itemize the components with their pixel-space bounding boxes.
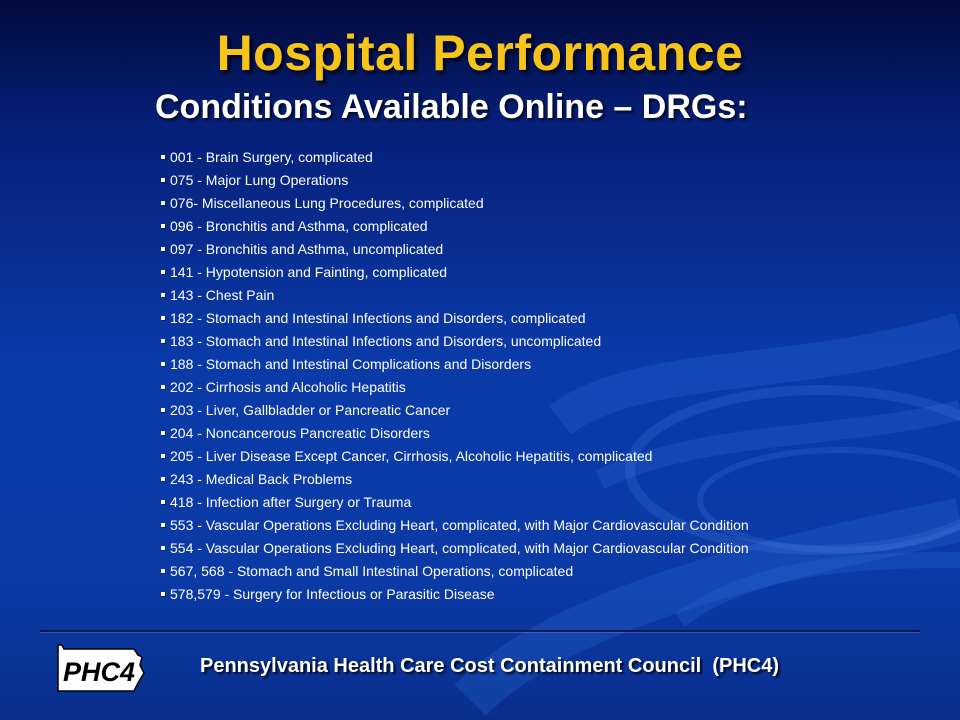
list-item: 205 - Liver Disease Except Cancer, Cirrh… xyxy=(160,446,900,469)
bullet-icon xyxy=(161,408,165,412)
list-item: 001 - Brain Surgery, complicated xyxy=(160,147,900,170)
list-item-text: 418 - Infection after Surgery or Trauma xyxy=(170,494,412,510)
list-item: 553 - Vascular Operations Excluding Hear… xyxy=(160,515,900,538)
list-item: 188 - Stomach and Intestinal Complicatio… xyxy=(160,354,900,377)
list-item-text: 203 - Liver, Gallbladder or Pancreatic C… xyxy=(170,402,451,418)
bullet-icon xyxy=(161,569,165,573)
list-item-text: 183 - Stomach and Intestinal Infections … xyxy=(170,333,602,349)
list-item: 097 - Bronchitis and Asthma, uncomplicat… xyxy=(160,239,900,262)
list-item: 096 - Bronchitis and Asthma, complicated xyxy=(160,216,900,239)
bullet-icon xyxy=(161,546,165,550)
phc4-logo: PHC4 xyxy=(57,644,145,692)
list-item-text: 096 - Bronchitis and Asthma, complicated xyxy=(170,218,428,234)
list-item-text: 553 - Vascular Operations Excluding Hear… xyxy=(170,517,749,533)
footer-divider xyxy=(40,630,920,632)
bullet-icon xyxy=(161,454,165,458)
slide-title: Hospital Performance xyxy=(216,25,744,81)
bullet-icon xyxy=(161,385,165,389)
bullet-icon xyxy=(161,523,165,527)
organization-name: Pennsylvania Health Care Cost Containmen… xyxy=(200,655,779,677)
bullet-icon xyxy=(161,155,165,159)
list-item-text: 097 - Bronchitis and Asthma, uncomplicat… xyxy=(170,241,444,257)
list-item-text: 141 - Hypotension and Fainting, complica… xyxy=(170,264,448,280)
list-item: 075 - Major Lung Operations xyxy=(160,170,900,193)
list-item: 183 - Stomach and Intestinal Infections … xyxy=(160,331,900,354)
list-item: 418 - Infection after Surgery or Trauma xyxy=(160,492,900,515)
slide-subtitle: Conditions Available Online – DRGs: xyxy=(155,88,748,126)
list-item-text: 243 - Medical Back Problems xyxy=(170,471,353,487)
list-item-text: 554 - Vascular Operations Excluding Hear… xyxy=(170,540,749,556)
bullet-icon xyxy=(161,362,165,366)
bullet-icon xyxy=(161,477,165,481)
list-item-text: 188 - Stomach and Intestinal Complicatio… xyxy=(170,356,532,372)
list-item-text: 567, 568 - Stomach and Small Intestinal … xyxy=(170,563,574,579)
list-item: 202 - Cirrhosis and Alcoholic Hepatitis xyxy=(160,377,900,400)
list-item: 182 - Stomach and Intestinal Infections … xyxy=(160,308,900,331)
bullet-icon xyxy=(161,316,165,320)
bullet-icon xyxy=(161,224,165,228)
list-item-text: 182 - Stomach and Intestinal Infections … xyxy=(170,310,586,326)
list-item: 567, 568 - Stomach and Small Intestinal … xyxy=(160,561,900,584)
list-item: 143 - Chest Pain xyxy=(160,285,900,308)
pennsylvania-outline-icon xyxy=(57,644,145,692)
list-item-text: 075 - Major Lung Operations xyxy=(170,172,349,188)
list-item: 141 - Hypotension and Fainting, complica… xyxy=(160,262,900,285)
list-item-text: 076- Miscellaneous Lung Procedures, comp… xyxy=(170,195,484,211)
list-item-text: 204 - Noncancerous Pancreatic Disorders xyxy=(170,425,430,441)
bullet-icon xyxy=(161,431,165,435)
bullet-icon xyxy=(161,339,165,343)
list-item: 204 - Noncancerous Pancreatic Disorders xyxy=(160,423,900,446)
list-item-text: 578,579 - Surgery for Infectious or Para… xyxy=(170,586,495,602)
list-item: 076- Miscellaneous Lung Procedures, comp… xyxy=(160,193,900,216)
list-item-text: 001 - Brain Surgery, complicated xyxy=(170,149,373,165)
list-item-text: 143 - Chest Pain xyxy=(170,287,275,303)
list-item-text: 205 - Liver Disease Except Cancer, Cirrh… xyxy=(170,448,653,464)
list-item: 243 - Medical Back Problems xyxy=(160,469,900,492)
list-item-text: 202 - Cirrhosis and Alcoholic Hepatitis xyxy=(170,379,406,395)
list-item: 578,579 - Surgery for Infectious or Para… xyxy=(160,584,900,607)
bullet-icon xyxy=(161,247,165,251)
bullet-icon xyxy=(161,201,165,205)
drg-list: 001 - Brain Surgery, complicated 075 - M… xyxy=(160,147,900,607)
bullet-icon xyxy=(161,270,165,274)
list-item: 203 - Liver, Gallbladder or Pancreatic C… xyxy=(160,400,900,423)
bullet-icon xyxy=(161,500,165,504)
list-item: 554 - Vascular Operations Excluding Hear… xyxy=(160,538,900,561)
bullet-icon xyxy=(161,592,165,596)
bullet-icon xyxy=(161,293,165,297)
logo-text: PHC4 xyxy=(63,657,135,687)
bullet-icon xyxy=(161,178,165,182)
